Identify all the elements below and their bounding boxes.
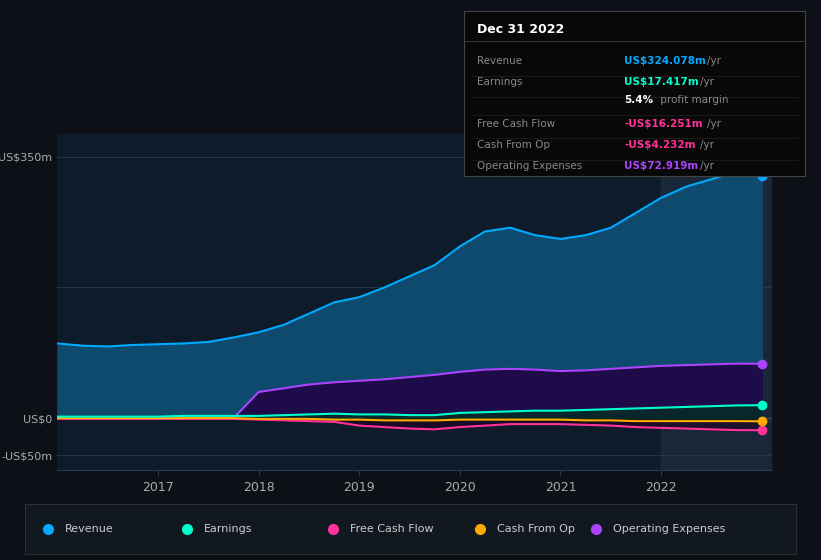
Bar <box>661 134 772 470</box>
Text: Free Cash Flow: Free Cash Flow <box>478 119 556 129</box>
Text: US$324.078m: US$324.078m <box>624 56 706 66</box>
Text: US$17.417m: US$17.417m <box>624 77 699 87</box>
Text: /yr: /yr <box>699 140 713 150</box>
Text: Cash From Op: Cash From Op <box>497 524 575 534</box>
Text: Operating Expenses: Operating Expenses <box>612 524 725 534</box>
Text: Earnings: Earnings <box>204 524 252 534</box>
Text: /yr: /yr <box>707 56 721 66</box>
Text: Revenue: Revenue <box>65 524 113 534</box>
Text: Earnings: Earnings <box>478 77 523 87</box>
Text: profit margin: profit margin <box>657 95 728 105</box>
Text: Free Cash Flow: Free Cash Flow <box>351 524 434 534</box>
Text: /yr: /yr <box>699 77 713 87</box>
Text: -US$4.232m: -US$4.232m <box>624 140 695 150</box>
Text: Dec 31 2022: Dec 31 2022 <box>478 23 565 36</box>
Text: /yr: /yr <box>699 161 713 171</box>
Text: /yr: /yr <box>707 119 721 129</box>
Text: Cash From Op: Cash From Op <box>478 140 551 150</box>
Text: Revenue: Revenue <box>478 56 523 66</box>
Text: Operating Expenses: Operating Expenses <box>478 161 583 171</box>
Text: -US$16.251m: -US$16.251m <box>624 119 703 129</box>
Text: US$72.919m: US$72.919m <box>624 161 698 171</box>
Text: 5.4%: 5.4% <box>624 95 654 105</box>
